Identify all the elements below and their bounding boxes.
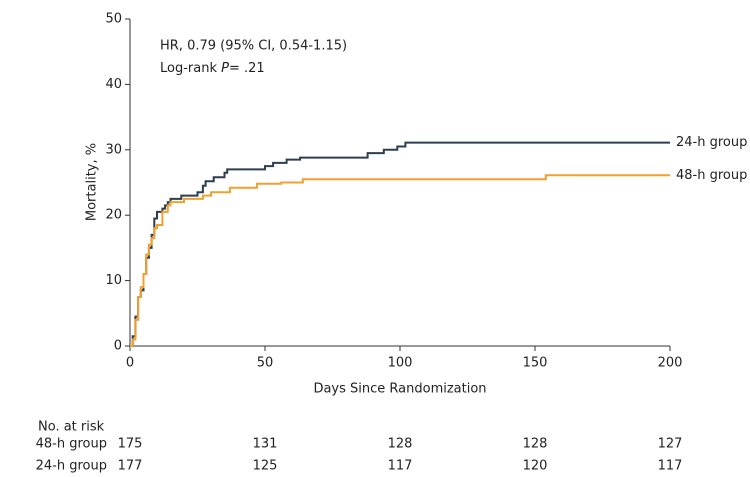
- y-tick-label: 40: [105, 77, 122, 92]
- risk-table-title: No. at risk: [38, 420, 105, 435]
- risk-value: 117: [658, 459, 683, 474]
- y-tick-label: 30: [105, 142, 122, 157]
- km-curve: [130, 174, 670, 347]
- y-tick-label: 0: [114, 339, 122, 354]
- risk-value: 128: [523, 437, 548, 452]
- risk-value: 175: [118, 437, 143, 452]
- annotation: HR, 0.79 (95% CI, 0.54-1.15): [160, 39, 347, 54]
- x-tick-label: 0: [126, 356, 134, 371]
- series-label: 24-h group: [676, 135, 747, 150]
- risk-row-label: 24-h group: [36, 459, 107, 474]
- annotation: P: [221, 61, 229, 76]
- x-tick-label: 100: [388, 356, 413, 371]
- risk-value: 131: [253, 437, 278, 452]
- risk-value: 120: [523, 459, 548, 474]
- risk-value: 117: [388, 459, 413, 474]
- y-tick-label: 10: [105, 273, 122, 288]
- annotation: Log-rank: [160, 61, 217, 76]
- series-label: 48-h group: [676, 168, 747, 183]
- risk-row-label: 48-h group: [36, 437, 107, 452]
- y-axis-label: Mortality, %: [85, 143, 100, 221]
- risk-value: 177: [118, 459, 143, 474]
- km-curve: [130, 141, 670, 347]
- annotation: = .21: [229, 61, 265, 76]
- risk-value: 127: [658, 437, 683, 452]
- y-tick-label: 20: [105, 208, 122, 223]
- x-axis-label: Days Since Randomization: [313, 382, 486, 397]
- y-tick-label: 50: [105, 12, 122, 27]
- risk-value: 128: [388, 437, 413, 452]
- annotation: Log-rank P= .21: [160, 61, 265, 76]
- x-tick-label: 50: [257, 356, 274, 371]
- x-tick-label: 150: [523, 356, 548, 371]
- x-tick-label: 200: [658, 356, 683, 371]
- risk-value: 125: [253, 459, 278, 474]
